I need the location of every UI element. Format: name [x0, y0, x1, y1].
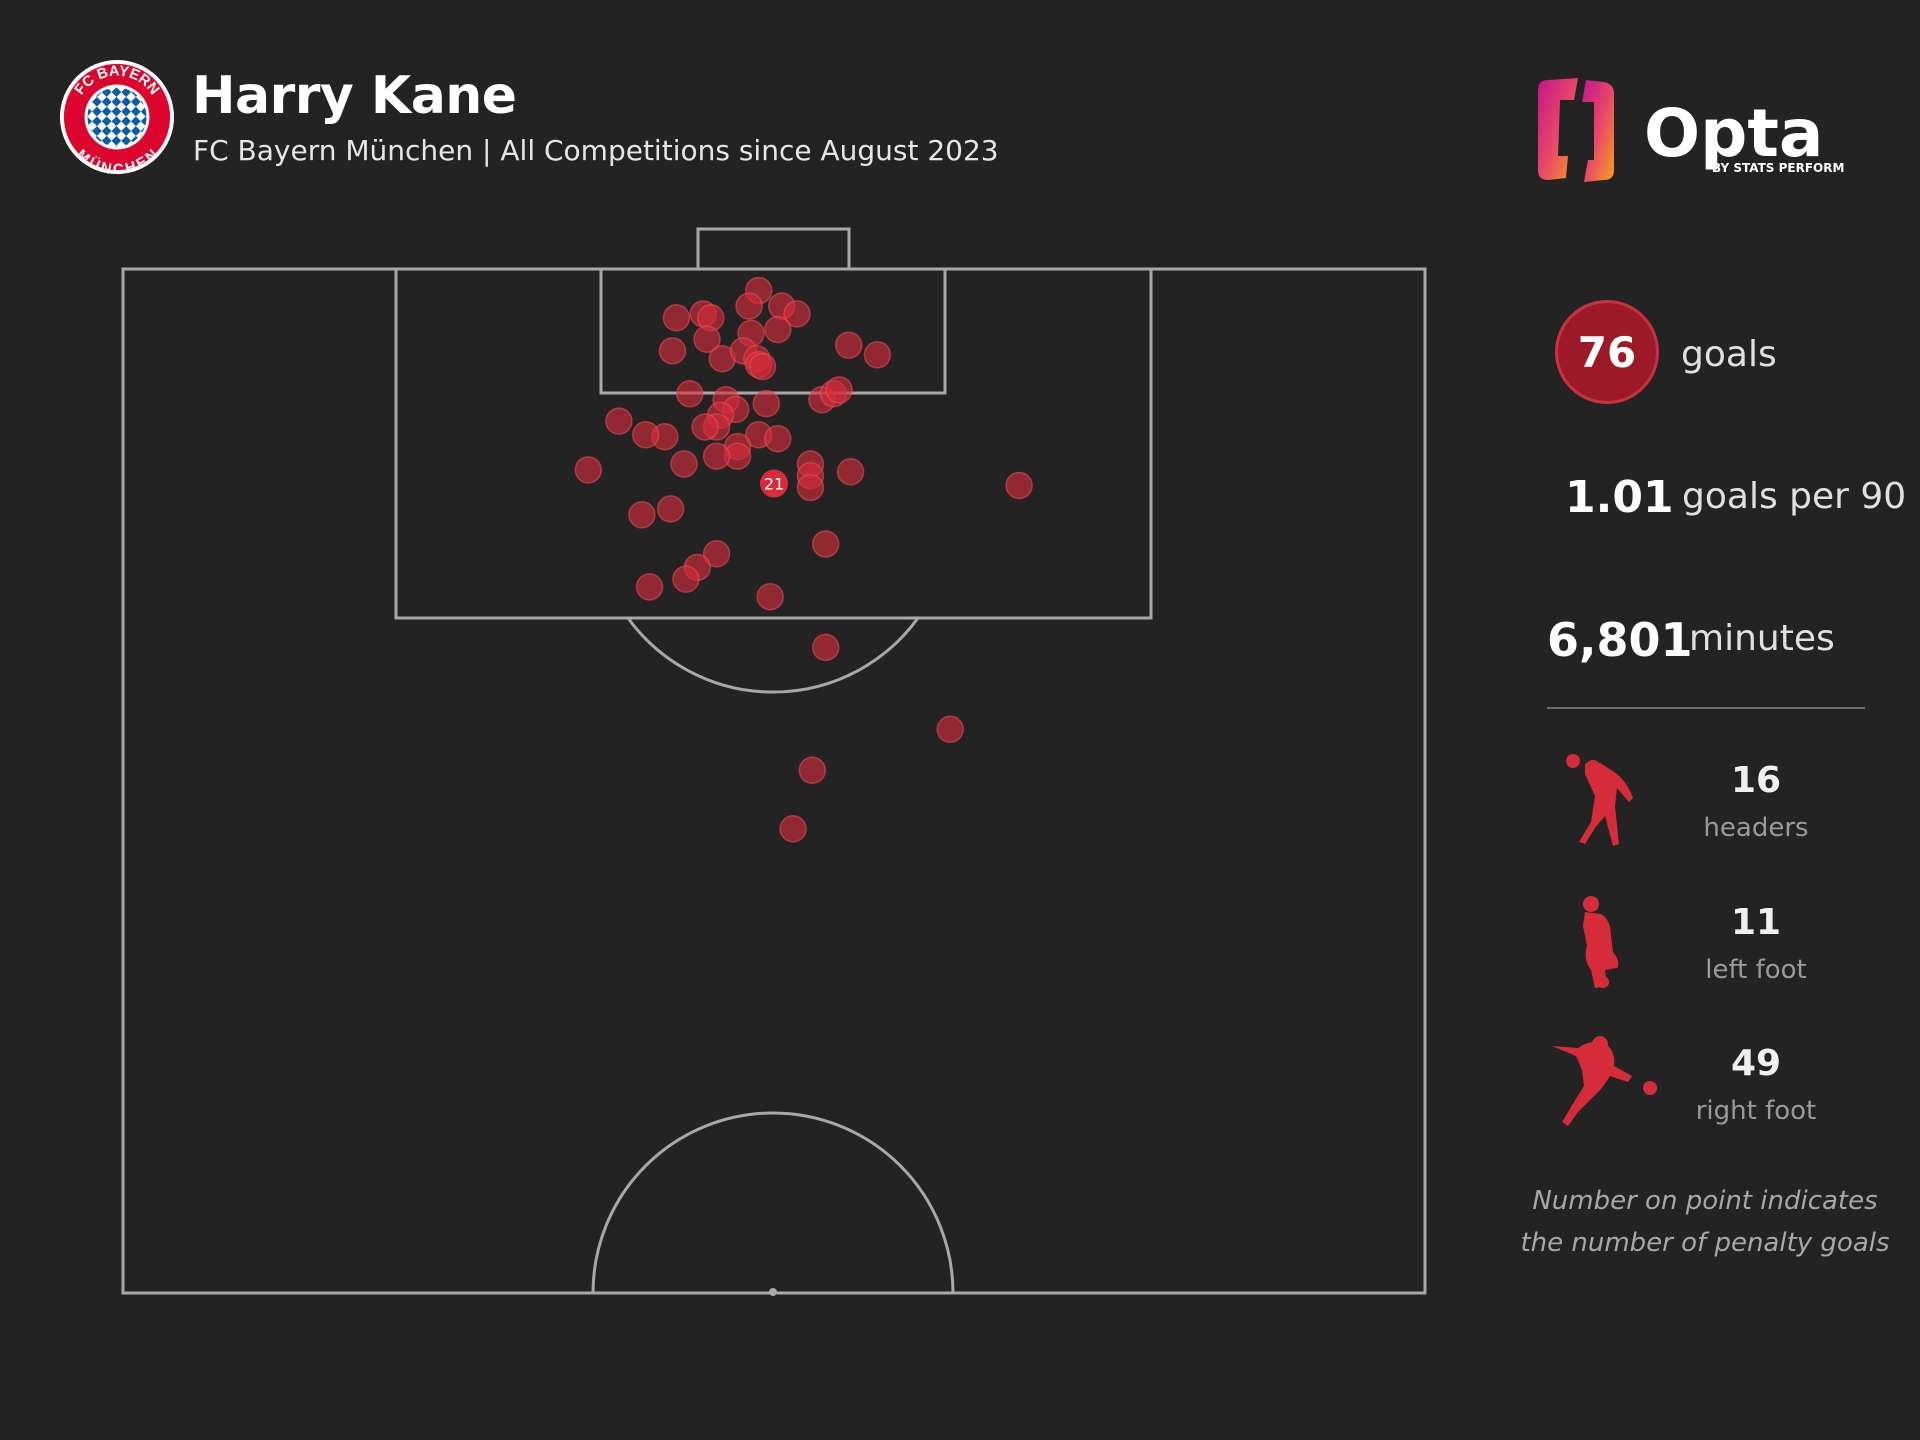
goal-point — [748, 352, 777, 381]
penalty-note: Number on point indicates the number of … — [1515, 1180, 1895, 1264]
goal-point — [779, 815, 807, 843]
penalty-note-line2: the number of penalty goals — [1520, 1228, 1890, 1258]
goal-point — [676, 380, 704, 408]
goal-point — [658, 337, 687, 365]
goals-per-90-label: goals per 90 — [1682, 476, 1907, 517]
goal-point — [605, 407, 633, 435]
goal-point — [574, 456, 603, 484]
opta-tagline: BY STATS PERFORM — [1712, 161, 1844, 175]
goal-point — [796, 473, 825, 502]
goal-frame — [696, 227, 851, 271]
goal-point — [656, 495, 685, 523]
goal-point — [672, 565, 700, 593]
goal-points — [574, 276, 1033, 843]
right-foot-count: 49 — [1730, 1043, 1782, 1084]
goal-point — [798, 756, 827, 785]
goal-point — [764, 424, 792, 453]
stats-divider — [1547, 707, 1865, 709]
player-name: Harry Kane — [192, 66, 517, 126]
goal-point — [702, 442, 731, 470]
goal-point — [825, 376, 853, 404]
goal-point — [662, 304, 691, 332]
goal-point — [836, 458, 865, 486]
penalty-goal-point: 21 — [760, 469, 788, 498]
pitch-lines — [121, 227, 1427, 1295]
goal-point — [756, 582, 784, 611]
chart-subtitle: FC Bayern München | All Competitions sin… — [193, 134, 999, 167]
goal-point — [693, 325, 721, 353]
goal-point — [735, 292, 763, 320]
headers-label: headers — [1703, 813, 1809, 843]
goal-point — [834, 331, 863, 359]
left-foot-label: left foot — [1705, 955, 1807, 985]
goal-point — [635, 573, 664, 601]
opta-logo: Opta BY STATS PERFORM — [1538, 78, 1844, 182]
goal-point — [752, 389, 781, 418]
goal-point — [811, 530, 840, 558]
left-foot-figure-icon — [1583, 896, 1619, 988]
goal-point — [1005, 471, 1033, 500]
goal-point — [670, 450, 698, 478]
minutes-label: minutes — [1689, 618, 1835, 659]
bayern-crest-logo: FC BAYERN MÜNCHEN — [59, 59, 175, 176]
goals-label: goals — [1681, 334, 1777, 375]
pitch-outline — [121, 267, 1427, 1295]
goal-point — [863, 341, 892, 369]
goal-point — [628, 501, 656, 529]
penalty-marker — [760, 469, 788, 498]
goal-point — [702, 540, 731, 568]
goals-total-value: 76 — [1577, 327, 1637, 377]
goal-point — [764, 315, 792, 344]
centre-circle-half — [591, 1111, 955, 1294]
goal-point — [783, 300, 811, 328]
penalty-arc — [626, 617, 920, 694]
goals-per-90-value: 1.01 — [1565, 472, 1674, 523]
left-foot-count: 11 — [1730, 902, 1782, 943]
goal-point — [811, 633, 840, 662]
goal-point — [631, 421, 660, 449]
goal-point — [691, 413, 719, 441]
opta-wordmark: Opta — [1644, 95, 1823, 172]
right-foot-figure-icon — [1552, 1036, 1657, 1126]
penalty-note-line1: Number on point indicates — [1532, 1186, 1878, 1216]
header-figure-icon — [1566, 754, 1633, 846]
minutes-value: 6,801 — [1547, 613, 1693, 667]
penalty-count-label: 21 — [764, 475, 784, 494]
headers-count: 16 — [1730, 760, 1782, 801]
goal-point — [936, 715, 964, 744]
goals-total-badge: 76 — [1555, 300, 1659, 404]
right-foot-label: right foot — [1695, 1096, 1817, 1126]
centre-spot — [769, 1288, 777, 1296]
